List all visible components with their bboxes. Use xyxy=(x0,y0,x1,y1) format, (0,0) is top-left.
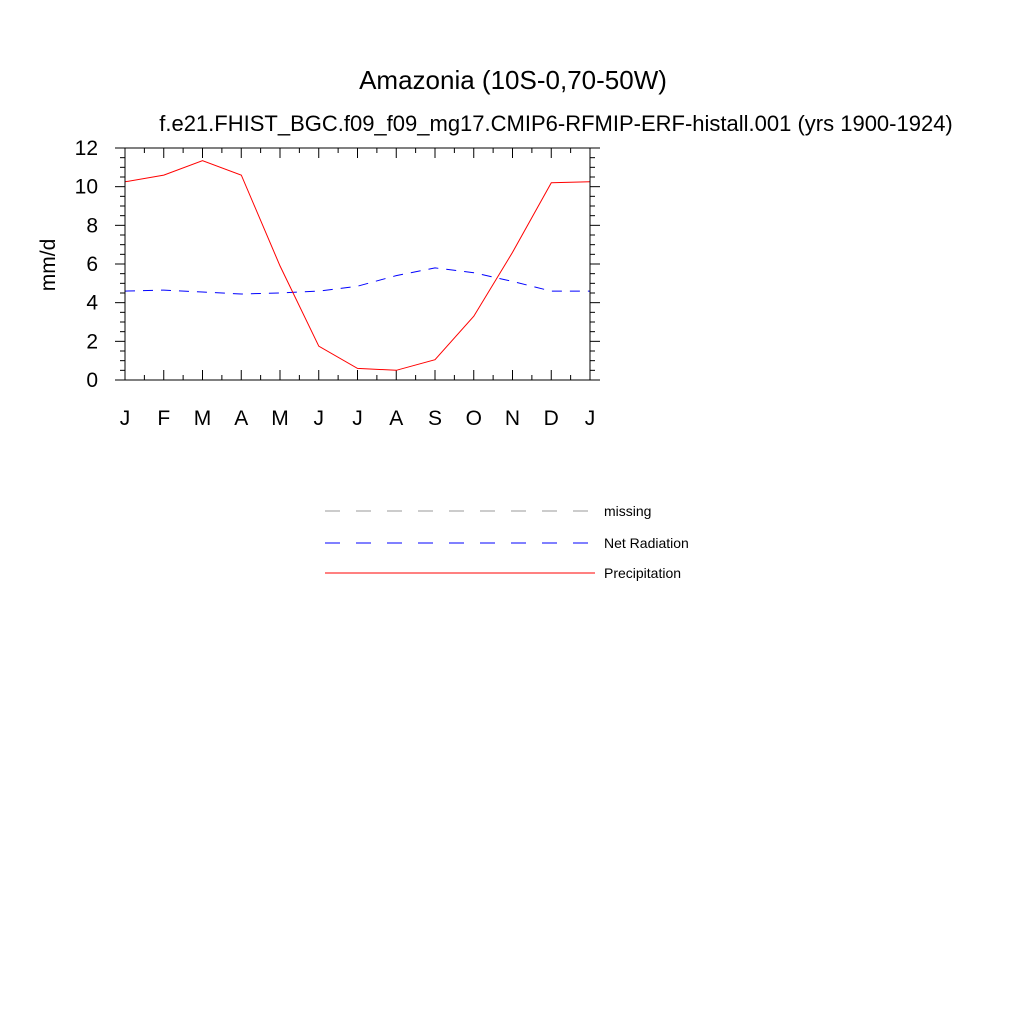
x-tick-label: J xyxy=(585,407,596,430)
x-tick-label: M xyxy=(194,407,212,430)
plot-frame xyxy=(124,147,591,381)
legend: missing Net Radiation Precipitation xyxy=(325,503,689,581)
x-tick-label: M xyxy=(271,407,289,430)
chart-subtitle: f.e21.FHIST_BGC.f09_f09_mg17.CMIP6-RFMIP… xyxy=(159,111,953,136)
y-tick-label: 10 xyxy=(75,176,98,199)
y-axis-label: mm/d xyxy=(37,239,60,292)
chart-title: Amazonia (10S-0,70-50W) xyxy=(359,65,667,95)
legend-label: missing xyxy=(604,503,651,519)
y-tick-label: 12 xyxy=(75,137,98,160)
y-tick-label: 8 xyxy=(86,214,98,237)
x-tick-label: J xyxy=(352,407,363,430)
series-lines xyxy=(124,160,591,371)
y-tick-label: 2 xyxy=(86,330,98,353)
x-tick-label: D xyxy=(544,407,559,430)
x-tick-label: S xyxy=(428,407,442,430)
x-tick-label: F xyxy=(157,407,170,430)
series-line-net-radiation xyxy=(124,267,590,295)
x-tick-label: J xyxy=(120,407,131,430)
x-tick-label: J xyxy=(314,407,325,430)
x-tick-label: A xyxy=(389,407,403,430)
x-tick-label: A xyxy=(234,407,248,430)
x-tick-label: O xyxy=(466,407,482,430)
legend-label: Precipitation xyxy=(604,565,681,581)
y-tick-label: 0 xyxy=(86,369,98,392)
y-tick-label: 4 xyxy=(86,292,98,315)
y-tick-label: 6 xyxy=(86,253,98,276)
legend-label: Net Radiation xyxy=(604,535,689,551)
series-line-precipitation xyxy=(124,160,591,371)
x-tick-label: N xyxy=(505,407,520,430)
